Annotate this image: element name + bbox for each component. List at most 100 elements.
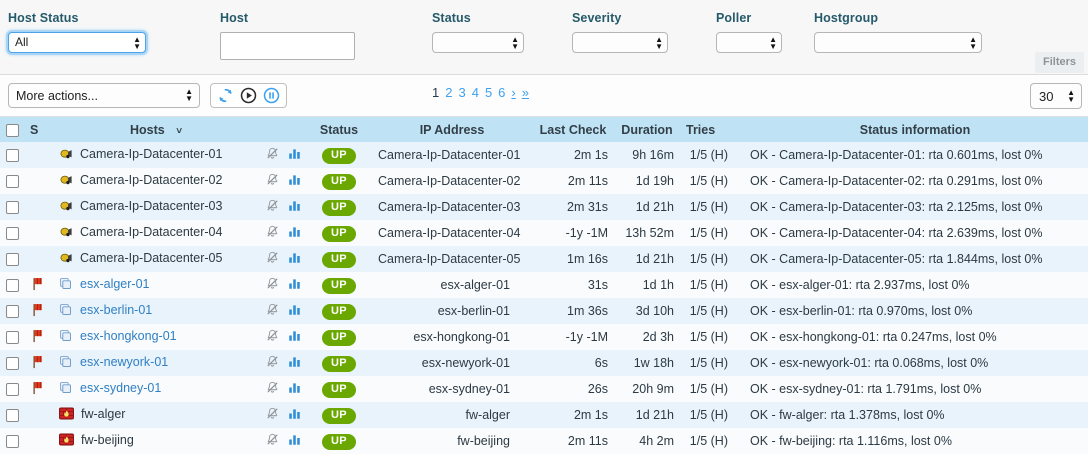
host-name-link[interactable]: Camera-Ip-Datacenter-03: [80, 198, 223, 213]
column-hosts[interactable]: Hosts ˅: [52, 117, 260, 142]
status-badge[interactable]: UP: [322, 147, 356, 164]
status-badge[interactable]: UP: [322, 303, 356, 320]
table-row[interactable]: Camera-Ip-Datacenter-03 UP Camera-Ip-Datac…: [0, 194, 1088, 220]
status-badge[interactable]: UP: [322, 251, 356, 268]
bell-muted-icon[interactable]: [265, 198, 280, 213]
row-checkbox[interactable]: [6, 383, 19, 397]
page-link-3[interactable]: 3: [458, 85, 466, 100]
bell-muted-icon[interactable]: [265, 302, 280, 317]
filters-tab[interactable]: Filters: [1034, 52, 1084, 73]
row-checkbox[interactable]: [6, 149, 19, 163]
bar-chart-icon[interactable]: [287, 250, 302, 265]
status-badge[interactable]: UP: [322, 173, 356, 190]
bell-muted-icon[interactable]: [265, 354, 280, 369]
host-input[interactable]: [220, 32, 355, 60]
bar-chart-icon[interactable]: [287, 172, 302, 187]
host-name-link[interactable]: fw-beijing: [81, 432, 134, 447]
bar-chart-icon[interactable]: [287, 328, 302, 343]
bar-chart-icon[interactable]: [287, 302, 302, 317]
page-link-4[interactable]: 4: [471, 85, 479, 100]
row-checkbox[interactable]: [6, 331, 19, 345]
status-badge[interactable]: UP: [322, 277, 356, 294]
next-page-icon[interactable]: ›: [511, 85, 516, 100]
bell-muted-icon[interactable]: [265, 276, 280, 291]
host-status-select[interactable]: All: [8, 32, 146, 53]
row-checkbox[interactable]: [6, 435, 19, 449]
table-row[interactable]: esx-berlin-01 UP esx-berlin-01 1m 36s 3d 10h…: [0, 298, 1088, 324]
pause-icon[interactable]: [261, 85, 282, 106]
host-name-link[interactable]: esx-sydney-01: [80, 380, 162, 395]
bell-muted-icon[interactable]: [265, 328, 280, 343]
status-select[interactable]: [432, 32, 524, 53]
bar-chart-icon[interactable]: [287, 198, 302, 213]
host-name-link[interactable]: fw-alger: [81, 406, 126, 421]
status-badge[interactable]: UP: [322, 433, 356, 450]
more-actions-select[interactable]: More actions...: [8, 83, 200, 108]
page-link-1[interactable]: 1: [432, 85, 440, 100]
bell-muted-icon[interactable]: [265, 146, 280, 161]
column-ip-address[interactable]: IP Address: [372, 117, 532, 142]
bell-muted-icon[interactable]: [265, 250, 280, 265]
per-page-select[interactable]: 30: [1030, 83, 1082, 109]
bell-muted-icon[interactable]: [265, 432, 280, 447]
select-all-checkbox[interactable]: [6, 123, 19, 137]
host-name-link[interactable]: esx-alger-01: [80, 276, 150, 291]
column-status[interactable]: Status: [306, 117, 372, 142]
bar-chart-icon[interactable]: [287, 406, 302, 421]
status-badge[interactable]: UP: [322, 199, 356, 216]
host-name-link[interactable]: esx-berlin-01: [80, 302, 153, 317]
page-link-6[interactable]: 6: [498, 85, 506, 100]
table-row[interactable]: esx-newyork-01 UP esx-newyork-01 6s 1w 18h 1/…: [0, 350, 1088, 376]
status-badge[interactable]: UP: [322, 407, 356, 424]
table-row[interactable]: fw-alger UP fw-alger 2m 1s 1d 21h 1/5 (H) OK -…: [0, 402, 1088, 428]
column-status-information[interactable]: Status information: [742, 117, 1088, 142]
row-checkbox[interactable]: [6, 253, 19, 267]
table-row[interactable]: fw-beijing UP fw-beijing 2m 11s 4h 2m 1/5 (H)…: [0, 428, 1088, 454]
host-name-link[interactable]: Camera-Ip-Datacenter-02: [80, 172, 223, 187]
page-link-5[interactable]: 5: [484, 85, 493, 100]
bar-chart-icon[interactable]: [287, 146, 302, 161]
row-checkbox[interactable]: [6, 357, 19, 371]
table-row[interactable]: Camera-Ip-Datacenter-01 UP Camera-Ip-Datac…: [0, 142, 1088, 168]
host-name-link[interactable]: Camera-Ip-Datacenter-01: [80, 146, 223, 161]
hostgroup-select[interactable]: [814, 32, 982, 53]
row-checkbox[interactable]: [6, 175, 19, 189]
refresh-icon[interactable]: [215, 85, 236, 106]
last-page-icon[interactable]: »: [521, 85, 529, 100]
table-row[interactable]: esx-hongkong-01 UP esx-hongkong-01 -1y -1M 2…: [0, 324, 1088, 350]
bar-chart-icon[interactable]: [287, 224, 302, 239]
host-name-link[interactable]: Camera-Ip-Datacenter-04: [80, 224, 223, 239]
severity-select[interactable]: [572, 32, 668, 53]
page-link-2[interactable]: 2: [445, 85, 453, 100]
status-badge[interactable]: UP: [322, 355, 356, 372]
host-name-link[interactable]: Camera-Ip-Datacenter-05: [80, 250, 223, 265]
table-row[interactable]: esx-sydney-01 UP esx-sydney-01 26s 20h 9m 1/5…: [0, 376, 1088, 402]
table-row[interactable]: Camera-Ip-Datacenter-02 UP Camera-Ip-Datac…: [0, 168, 1088, 194]
row-checkbox[interactable]: [6, 305, 19, 319]
row-checkbox[interactable]: [6, 227, 19, 241]
bar-chart-icon[interactable]: [287, 354, 302, 369]
bell-muted-icon[interactable]: [265, 380, 280, 395]
bar-chart-icon[interactable]: [287, 432, 302, 447]
status-badge[interactable]: UP: [322, 329, 356, 346]
bell-muted-icon[interactable]: [265, 406, 280, 421]
status-badge[interactable]: UP: [322, 381, 356, 398]
row-checkbox[interactable]: [6, 279, 19, 293]
column-tries[interactable]: Tries: [680, 117, 742, 142]
table-row[interactable]: Camera-Ip-Datacenter-04 UP Camera-Ip-Datac…: [0, 220, 1088, 246]
bell-muted-icon[interactable]: [265, 172, 280, 187]
play-icon[interactable]: [238, 85, 259, 106]
bar-chart-icon[interactable]: [287, 380, 302, 395]
status-badge[interactable]: UP: [322, 225, 356, 242]
bell-muted-icon[interactable]: [265, 224, 280, 239]
column-last-check[interactable]: Last Check: [532, 117, 614, 142]
table-row[interactable]: esx-alger-01 UP esx-alger-01 31s 1d 1h 1/5 (H…: [0, 272, 1088, 298]
row-checkbox[interactable]: [6, 201, 19, 215]
table-row[interactable]: Camera-Ip-Datacenter-05 UP Camera-Ip-Datac…: [0, 246, 1088, 272]
bar-chart-icon[interactable]: [287, 276, 302, 291]
column-duration[interactable]: Duration: [614, 117, 680, 142]
row-checkbox[interactable]: [6, 409, 19, 423]
poller-select[interactable]: [716, 32, 782, 53]
host-name-link[interactable]: esx-hongkong-01: [80, 328, 177, 343]
column-severity[interactable]: S: [24, 117, 52, 142]
